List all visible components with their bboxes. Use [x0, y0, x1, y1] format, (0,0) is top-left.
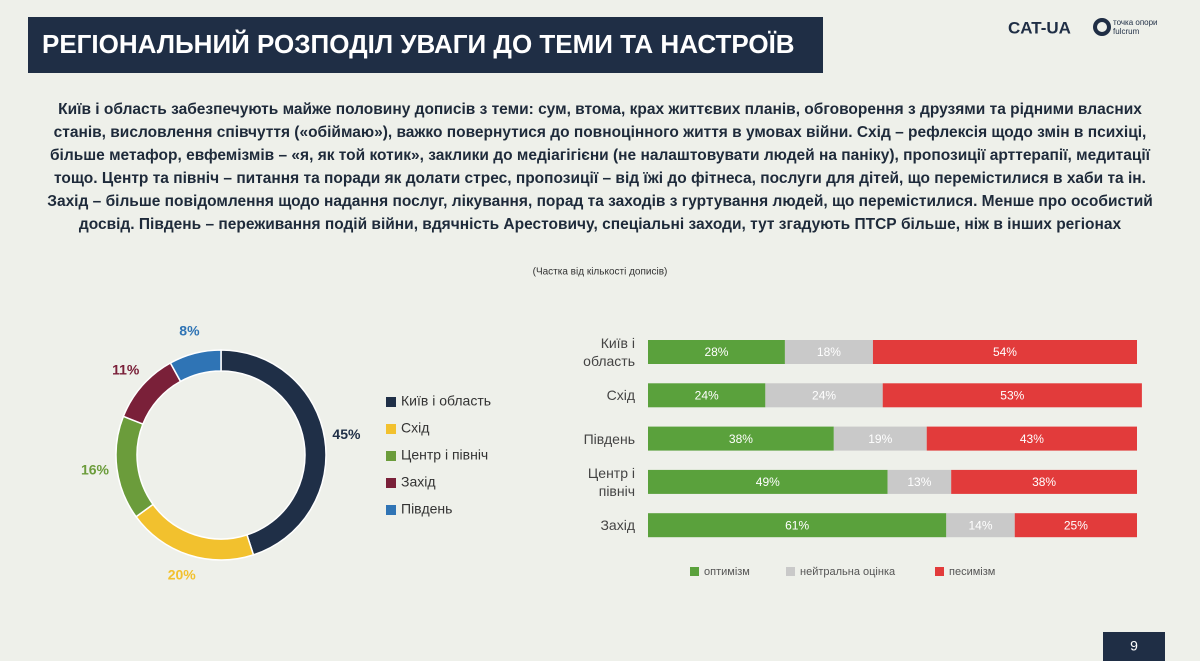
- legend-label: Південь: [401, 501, 452, 517]
- bar-segment: [833, 426, 927, 451]
- paragraph: Київ і область забезпечують майже полови…: [47, 101, 1153, 233]
- legend-label: Київ і область: [401, 393, 491, 409]
- category-label: Київ і область: [583, 335, 635, 369]
- category-label: Південь: [583, 430, 635, 447]
- data-label: 24%: [695, 388, 719, 402]
- data-label: 8%: [179, 323, 200, 339]
- bar-segment: [648, 383, 766, 408]
- donut-segment: [135, 503, 255, 561]
- legend-swatch: [690, 567, 699, 576]
- bar-segment: [648, 340, 785, 364]
- data-label: 14%: [969, 518, 993, 532]
- bar-segment: [946, 513, 1015, 538]
- bar-segment: [1014, 513, 1137, 538]
- legend-swatch: [786, 567, 795, 576]
- bar-segment: [872, 340, 1137, 364]
- legend-swatch: [386, 478, 396, 488]
- page-box: [1103, 632, 1165, 661]
- bar-segment: [648, 426, 834, 451]
- data-label: 16%: [81, 462, 110, 478]
- legend-label: оптимізм: [704, 566, 750, 578]
- logo: точка опори: [1113, 18, 1158, 27]
- page-number: 9: [1130, 638, 1138, 654]
- data-label: 19%: [868, 432, 892, 446]
- legend-swatch: [386, 505, 396, 515]
- bar-segment: [784, 340, 873, 364]
- bar-segment: [648, 513, 947, 538]
- note: (Частка від кількості дописів): [533, 267, 668, 278]
- legend-label: Захід: [401, 474, 436, 490]
- data-label: 11%: [112, 362, 140, 378]
- legend-label: Центр і північ: [401, 447, 488, 463]
- data-label: 43%: [1020, 432, 1044, 446]
- data-label: 24%: [812, 388, 836, 402]
- data-label: 25%: [1064, 518, 1088, 532]
- data-label: 54%: [993, 345, 1017, 359]
- bar-segment: [887, 469, 952, 494]
- data-label: 38%: [729, 432, 753, 446]
- data-label: 49%: [756, 475, 780, 489]
- header-bar: [28, 17, 823, 73]
- bar-segment: [648, 469, 888, 494]
- legend-label: песимізм: [949, 566, 995, 578]
- donut-segment: [220, 349, 327, 556]
- legend-swatch: [386, 451, 396, 461]
- bar-segment: [765, 383, 883, 408]
- legend-swatch: [386, 397, 396, 407]
- data-label: 28%: [704, 345, 728, 359]
- data-label: 18%: [817, 345, 841, 359]
- category-label: Схід: [606, 387, 635, 404]
- data-label: 53%: [1000, 388, 1024, 402]
- logo-mark: [1093, 18, 1111, 36]
- donut-segment: [169, 349, 222, 383]
- category-label: Центр і північ: [587, 464, 635, 499]
- legend-label: нейтральна оцінка: [800, 566, 896, 578]
- donut-segment: [115, 415, 155, 518]
- category-label: Захід: [600, 517, 635, 534]
- data-label: 20%: [168, 566, 197, 582]
- data-label: 38%: [1032, 475, 1056, 489]
- data-label: 13%: [907, 475, 931, 489]
- legend-swatch: [386, 424, 396, 434]
- data-label: 45%: [332, 426, 361, 442]
- logo: fulcrum: [1113, 27, 1140, 36]
- bar-segment: [926, 426, 1137, 451]
- legend-swatch: [935, 567, 944, 576]
- bar-segment: [951, 469, 1137, 494]
- title: РЕГІОНАЛЬНИЙ РОЗПОДІЛ УВАГИ ДО ТЕМИ ТА Н…: [42, 29, 795, 59]
- bar-segment: [882, 383, 1142, 408]
- data-label: 61%: [785, 518, 809, 532]
- legend-label: Схід: [401, 420, 429, 436]
- logo: CAT-UA: [1008, 18, 1071, 37]
